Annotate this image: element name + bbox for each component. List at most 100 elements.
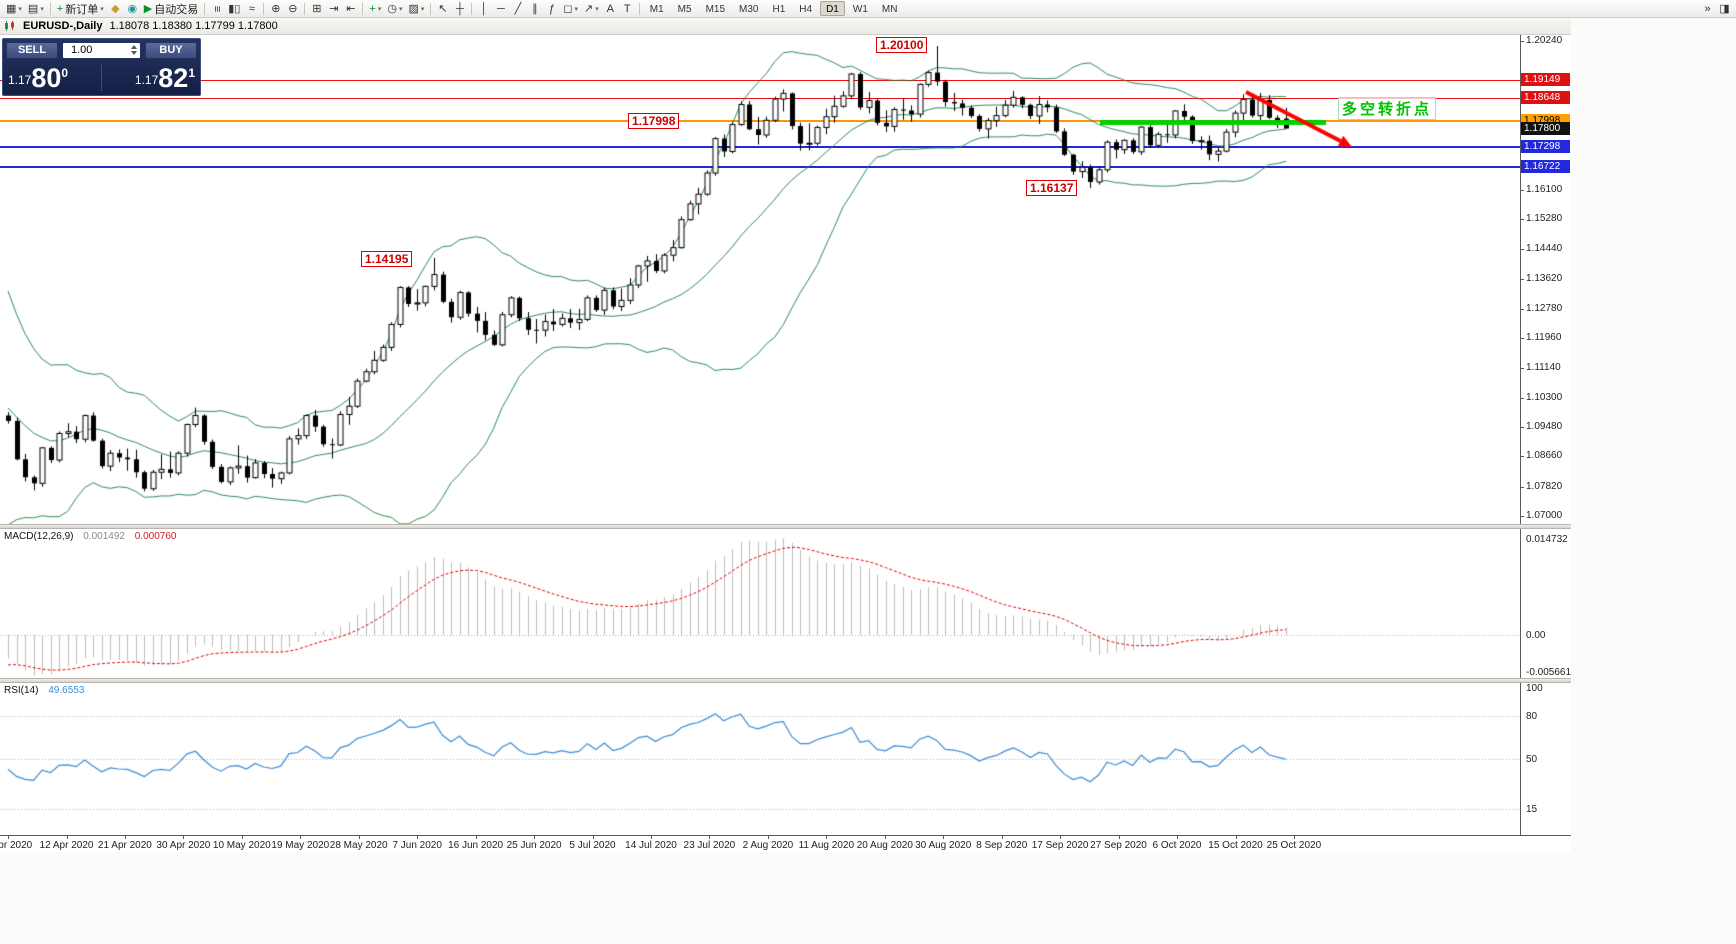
date-axis-tick	[709, 836, 711, 839]
bar-chart-icon: ≡	[210, 5, 223, 12]
cursor-icon: ↖	[438, 2, 448, 15]
periods-button[interactable]: ◷ ▾	[384, 1, 405, 17]
cursor-button[interactable]: ↖	[434, 1, 451, 17]
market-watch-button[interactable]: ◆	[107, 1, 124, 17]
profiles-button[interactable]: ▤ ▾	[25, 1, 47, 17]
trendline-icon: ╱	[514, 2, 522, 15]
toolbar-separator	[471, 2, 473, 15]
zoom-out-button[interactable]: ⊖	[284, 1, 301, 17]
new-order-icon: +	[56, 2, 64, 15]
timeframe-button-m5[interactable]: M5	[677, 4, 692, 15]
price-axis-tick	[1520, 189, 1524, 191]
buy-button[interactable]: BUY	[145, 41, 197, 59]
toolbar-overflow-button[interactable]: »	[1699, 1, 1716, 17]
price-axis-label: 1.07000	[1526, 510, 1563, 521]
auto-scroll-button[interactable]: ⇥	[325, 1, 342, 17]
lot-stepper-up-icon[interactable]	[131, 45, 137, 49]
price-line-tag: 1.16722	[1521, 160, 1570, 174]
price-axis-label: 1.07820	[1526, 480, 1563, 492]
tile-windows-icon: ⊞	[312, 2, 322, 15]
dropdown-arrow-icon: ▾	[377, 5, 382, 13]
autotrading-icon: ▶	[143, 2, 153, 15]
timeframe-button-d1[interactable]: D1	[820, 1, 845, 16]
price-axis-tick	[1520, 338, 1524, 340]
chart-shift-button[interactable]: ⇤	[342, 1, 359, 17]
timeframe-button-m1[interactable]: M1	[649, 4, 664, 15]
panel-splitter[interactable]	[0, 678, 1571, 683]
sell-price-big: 80	[31, 63, 62, 93]
date-axis-tick	[183, 836, 185, 839]
price-axis-label: 1.12780	[1526, 302, 1563, 314]
price-axis-label: 1.11960	[1526, 332, 1562, 344]
price-annotation-label[interactable]: 1.20100	[876, 37, 928, 53]
price-axis[interactable]	[1521, 35, 1571, 835]
horizontal-line-button[interactable]: ─	[492, 1, 509, 17]
indicator-axis-label: 100	[1526, 683, 1543, 694]
date-axis-tick	[884, 836, 886, 839]
data-window-button[interactable]: ◉	[124, 1, 141, 17]
zoom-in-icon: ⊕	[271, 2, 281, 15]
candlestick-chart-icon: ▮▯	[228, 2, 241, 15]
lot-stepper-down-icon[interactable]	[131, 51, 137, 55]
trendline-button[interactable]: ╱	[509, 1, 526, 17]
fibonacci-button[interactable]: ƒ	[543, 1, 560, 17]
indicators-button[interactable]: + ▾	[366, 1, 384, 17]
price-axis-tick	[1520, 278, 1524, 280]
date-axis-tick	[767, 836, 769, 839]
new-order-button[interactable]: + 新订单 ▾	[54, 1, 107, 17]
indicator-axis-label: 0.00	[1526, 630, 1546, 641]
templates-button[interactable]: ▨ ▾	[405, 1, 427, 17]
crosshair-button[interactable]: ┼	[451, 1, 468, 17]
vertical-line-icon: │	[480, 2, 488, 15]
timeframe-button-h1[interactable]: H1	[772, 4, 786, 15]
profiles-icon: ▤	[27, 2, 39, 15]
macd-canvas[interactable]	[0, 529, 1520, 678]
arrows-button[interactable]: ↗ ▾	[581, 1, 602, 17]
price-chart-canvas[interactable]	[0, 35, 1520, 524]
chart-window-titlebar[interactable]: EURUSD-,Daily 1.18078 1.18380 1.17799 1.…	[0, 18, 1571, 35]
timeframe-button-m15[interactable]: M15	[705, 4, 726, 15]
toolbar-separator	[49, 2, 51, 15]
autotrading-button[interactable]: ▶ 自动交易	[141, 1, 201, 17]
one-click-order-row: SELL 1.00 BUY	[3, 39, 200, 61]
horizontal-line-icon: ─	[496, 2, 505, 15]
chart-title-symbol: EURUSD-,Daily	[23, 20, 103, 32]
trend-note-label[interactable]: 多空转折点	[1338, 97, 1437, 120]
macd-label: MACD(12,26,9) 0.001492 0.000760	[4, 531, 176, 542]
equidistant-channel-button[interactable]: ∥	[526, 1, 543, 17]
timeframe-button-w1[interactable]: W1	[852, 4, 868, 15]
price-annotation-label[interactable]: 1.17998	[628, 113, 680, 129]
text-button[interactable]: A	[602, 1, 619, 17]
bar-chart-button[interactable]: ≡	[208, 1, 225, 17]
text-label-button[interactable]: T	[619, 1, 636, 17]
dropdown-arrow-icon: ▾	[595, 5, 599, 13]
timeframe-button-mn[interactable]: MN	[881, 4, 898, 15]
date-axis-tick	[1177, 836, 1178, 839]
date-axis-tick	[943, 836, 945, 839]
new-chart-button[interactable]: ▦ ▾	[3, 1, 25, 17]
rsi-name: RSI(14)	[4, 685, 39, 696]
tile-windows-button[interactable]: ⊞	[308, 1, 325, 17]
price-annotation-label[interactable]: 1.14195	[361, 251, 413, 267]
periods-icon: ◷	[387, 2, 397, 15]
line-chart-button[interactable]: ≈	[243, 1, 260, 17]
price-axis-tick	[1520, 456, 1524, 458]
text-label-icon: T	[623, 2, 631, 15]
lot-size-input[interactable]: 1.00	[62, 41, 141, 59]
timeframe-button-m30[interactable]: M30	[739, 4, 759, 15]
candlestick-chart-button[interactable]: ▮▯	[225, 1, 243, 17]
price-axis-tick	[1520, 41, 1524, 42]
price-annotation-label[interactable]: 1.16137	[1026, 180, 1078, 196]
timeframe-button-h4[interactable]: H4	[799, 4, 813, 15]
macd-signal-value: 0.000760	[134, 531, 177, 542]
panel-splitter[interactable]	[0, 524, 1571, 529]
lot-stepper[interactable]	[131, 45, 137, 55]
dock-button[interactable]: ◨	[1716, 1, 1733, 17]
shapes-button[interactable]: ◻ ▾	[560, 1, 581, 17]
sell-button[interactable]: SELL	[6, 41, 58, 59]
vertical-line-button[interactable]: │	[475, 1, 492, 17]
rsi-value: 49.6553	[48, 685, 85, 696]
zoom-in-button[interactable]: ⊕	[267, 1, 284, 17]
rsi-canvas[interactable]	[0, 683, 1520, 835]
